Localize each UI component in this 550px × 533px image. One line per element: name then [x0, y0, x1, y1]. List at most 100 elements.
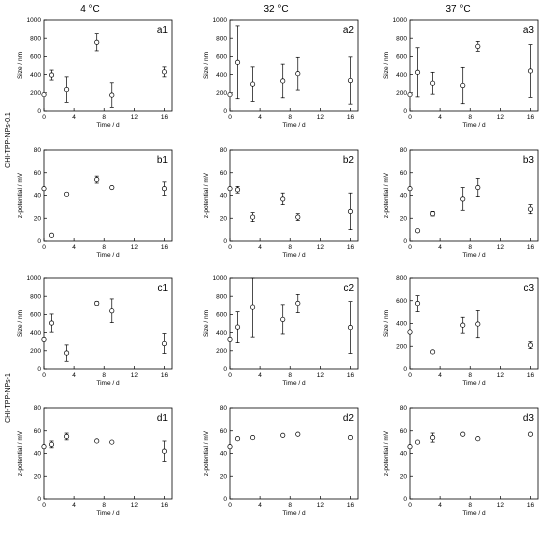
row-group-label-0-1: CHI-TPP-NPs-0.1 [5, 112, 12, 168]
data-point [280, 196, 286, 202]
y-tick-label: 1000 [213, 17, 228, 24]
x-axis-label: Time / d [96, 252, 120, 259]
data-point [347, 435, 354, 441]
data-point [64, 433, 70, 439]
panel-label: c2 [343, 283, 354, 294]
data-point [280, 316, 286, 322]
data-point [475, 184, 481, 191]
x-tick-label: 4 [258, 502, 262, 509]
panel-c3: 0 4 8 12 16 0 200 400 600 800 Time / d Size / nm c3 [383, 275, 539, 387]
x-tick-label: 4 [72, 502, 76, 509]
data-point [94, 300, 100, 307]
data-point [161, 186, 168, 192]
plot-frame [43, 277, 173, 370]
x-tick-label: 16 [347, 244, 355, 251]
y-tick-label: 80 [400, 405, 408, 412]
y-tick-label: 400 [30, 72, 41, 79]
y-tick-label: 600 [216, 312, 227, 319]
y-axis-label: Size / nm [203, 310, 210, 337]
panel-d1: 0 4 8 12 16 0 20 40 60 80 Time / d z-potential / mV… [17, 405, 173, 517]
x-tick-label: 0 [42, 244, 46, 251]
x-axis-label: Time / d [462, 252, 486, 259]
panel-label: a3 [523, 25, 535, 36]
y-tick-label: 0 [403, 496, 407, 503]
x-tick-label: 0 [228, 114, 232, 121]
data-point [234, 187, 241, 193]
x-tick-label: 4 [438, 502, 442, 509]
data-point [407, 329, 413, 335]
data-point [527, 68, 534, 74]
x-tick-label: 0 [42, 502, 46, 509]
data-point [227, 92, 233, 98]
x-axis-label: Time / d [462, 122, 486, 129]
column-header-32c: 32 °C [263, 4, 288, 15]
x-tick-label: 4 [258, 114, 262, 121]
x-tick-label: 12 [317, 372, 325, 379]
x-tick-label: 12 [131, 114, 139, 121]
y-tick-label: 20 [220, 473, 228, 480]
data-point [250, 81, 256, 87]
panel-label: d3 [523, 413, 535, 424]
x-tick-label: 4 [72, 114, 76, 121]
x-tick-label: 0 [228, 244, 232, 251]
y-tick-label: 400 [396, 72, 407, 79]
data-point [94, 438, 100, 444]
y-tick-label: 200 [216, 348, 227, 355]
data-point [227, 444, 233, 450]
data-point [414, 228, 421, 234]
x-tick-label: 16 [527, 244, 535, 251]
x-tick-label: 8 [288, 372, 292, 379]
panel-label: b2 [343, 155, 355, 166]
data-point [161, 340, 168, 347]
y-tick-label: 200 [30, 348, 41, 355]
y-tick-label: 400 [216, 330, 227, 337]
x-tick-label: 4 [72, 372, 76, 379]
y-tick-label: 40 [220, 193, 228, 200]
x-tick-label: 16 [527, 502, 535, 509]
plot-frame [409, 149, 539, 242]
x-tick-label: 12 [317, 502, 325, 509]
y-tick-label: 200 [396, 343, 407, 350]
y-tick-label: 80 [34, 147, 42, 154]
data-point [430, 80, 436, 86]
plot-frame [43, 149, 173, 242]
data-point [109, 439, 115, 445]
data-point [41, 186, 47, 192]
y-tick-label: 60 [34, 428, 42, 435]
x-tick-label: 0 [228, 372, 232, 379]
data-point [407, 92, 413, 98]
x-tick-label: 12 [131, 502, 139, 509]
panel-c2: 0 4 8 12 16 0 200 400 600 800 1000 Time / d Size / n… [203, 275, 359, 387]
x-tick-label: 12 [317, 114, 325, 121]
x-tick-label: 12 [131, 244, 139, 251]
data-point [460, 82, 466, 89]
data-point [475, 436, 481, 442]
data-point [48, 232, 55, 238]
plot-frame [409, 19, 539, 112]
y-tick-label: 0 [403, 108, 407, 115]
y-tick-label: 20 [400, 473, 408, 480]
y-axis-label: z-potential / mV [203, 172, 210, 218]
data-point [161, 69, 168, 75]
panel-label: b3 [523, 155, 535, 166]
plot-frame [409, 407, 539, 500]
panel-b2: 0 4 8 12 16 0 20 40 60 80 Time / d z-potential / mV… [203, 147, 359, 259]
x-tick-label: 0 [408, 244, 412, 251]
panel-d2: 0 4 8 12 16 0 20 40 60 80 Time / d z-potential / mV… [203, 405, 359, 517]
y-tick-label: 0 [37, 496, 41, 503]
data-point [527, 431, 534, 437]
y-tick-label: 800 [216, 35, 227, 42]
data-point [407, 444, 413, 450]
data-point [295, 71, 301, 77]
x-tick-label: 12 [497, 244, 505, 251]
data-point [64, 87, 70, 93]
x-tick-label: 8 [102, 502, 106, 509]
y-tick-label: 20 [400, 215, 408, 222]
data-point [430, 349, 436, 355]
x-tick-label: 16 [347, 114, 355, 121]
plot-frame [43, 19, 173, 112]
data-point [527, 206, 534, 212]
panel-d3: 0 4 8 12 16 0 20 40 60 80 Time / d z-potential / mV… [383, 405, 539, 517]
x-tick-label: 0 [42, 372, 46, 379]
